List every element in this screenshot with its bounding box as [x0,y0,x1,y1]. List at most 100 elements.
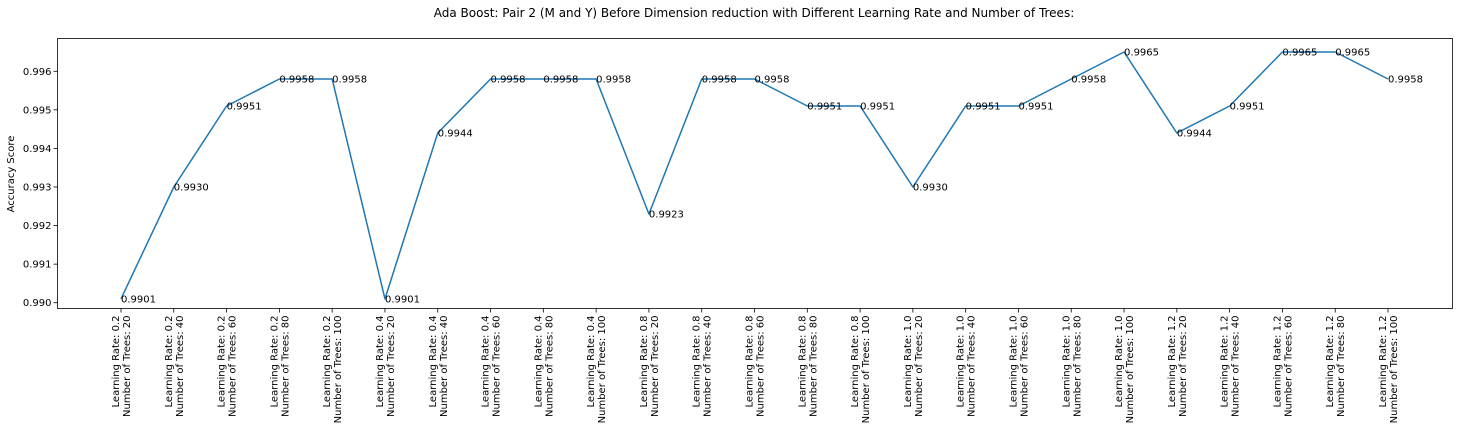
x-tick-label-learning-rate: Learning Rate: 0.2 [269,316,280,408]
x-tick-label: Learning Rate: 0.2 Number of Trees: 80 [269,316,291,417]
chart-title: Ada Boost: Pair 2 (M and Y) Before Dimen… [434,6,1075,20]
x-tick-label-learning-rate: Learning Rate: 1.0 [1008,316,1019,408]
data-label: 0.9951 [1230,102,1265,113]
x-tick-label-number-of-trees: Number of Trees: 60 [492,316,503,417]
x-tick-label-number-of-trees: Number of Trees: 60 [756,316,767,417]
x-tick-label-learning-rate: Learning Rate: 1.2 [1272,316,1283,408]
x-tick-label-number-of-trees: Number of Trees: 80 [808,316,819,417]
x-tick-label: Learning Rate: 0.2 Number of Trees: 40 [164,316,186,417]
data-label: 0.9958 [279,75,314,86]
x-tick-label-number-of-trees: Number of Trees: 80 [280,316,291,417]
x-tick-label-learning-rate: Learning Rate: 0.2 [217,316,228,408]
x-tick-label-number-of-trees: Number of Trees: 100 [333,316,344,424]
x-tick-label-learning-rate: Learning Rate: 1.0 [956,316,967,408]
data-label: 0.9958 [1388,75,1423,86]
x-tick-label-number-of-trees: Number of Trees: 20 [1178,316,1189,417]
y-axis: 0.990 0.991 0.992 0.993 0.994 0.995 0.996 [23,67,58,309]
data-label: 0.9958 [702,75,737,86]
x-axis: Learning Rate: 0.2 Number of Trees: 20 Lea… [111,308,1400,424]
x-tick-label: Learning Rate: 0.4 Number of Trees: 40 [428,316,450,417]
y-tick-label: 0.993 [23,183,52,194]
x-tick-label: Learning Rate: 1.2 Number of Trees: 80 [1325,316,1347,417]
x-tick-label: Learning Rate: 0.4 Number of Trees: 100 [586,316,608,424]
data-label: 0.9951 [1018,102,1053,113]
y-axis-label: Accuracy Score [6,136,17,213]
y-tick-label: 0.994 [23,144,52,155]
x-tick-label-learning-rate: Learning Rate: 0.2 [111,316,122,408]
x-tick-label: Learning Rate: 1.0 Number of Trees: 80 [1061,316,1083,417]
x-tick-label-number-of-trees: Number of Trees: 100 [1389,316,1400,424]
x-tick-label-learning-rate: Learning Rate: 1.0 [1114,316,1125,408]
x-tick-label-number-of-trees: Number of Trees: 100 [861,316,872,424]
x-tick-label-number-of-trees: Number of Trees: 60 [1019,316,1030,417]
x-tick-label: Learning Rate: 0.2 Number of Trees: 60 [217,316,239,417]
x-tick-label: Learning Rate: 1.2 Number of Trees: 40 [1220,316,1242,417]
x-tick-label-learning-rate: Learning Rate: 0.2 [322,316,333,408]
y-tick-label: 0.990 [23,298,52,309]
x-tick-label-learning-rate: Learning Rate: 0.8 [797,316,808,408]
x-tick-label-number-of-trees: Number of Trees: 20 [386,316,397,417]
x-tick-label-number-of-trees: Number of Trees: 80 [544,316,555,417]
x-tick-label-learning-rate: Learning Rate: 0.4 [481,316,492,408]
x-tick-label: Learning Rate: 1.0 Number of Trees: 60 [1008,316,1030,417]
x-tick-label-number-of-trees: Number of Trees: 80 [1336,316,1347,417]
data-labels: 0.9901 0.9930 0.9951 0.9958 0.9958 0.9901 0.99… [121,48,1423,306]
data-label: 0.9930 [913,183,948,194]
x-tick-label: Learning Rate: 0.2 Number of Trees: 100 [322,316,344,424]
data-label: 0.9965 [1335,48,1370,59]
x-tick-label-number-of-trees: Number of Trees: 40 [175,316,186,417]
data-label: 0.9951 [807,102,842,113]
x-tick-label: Learning Rate: 1.2 Number of Trees: 100 [1378,316,1400,424]
x-tick-label-learning-rate: Learning Rate: 1.0 [903,316,914,408]
data-label: 0.9951 [227,102,262,113]
x-tick-label: Learning Rate: 1.0 Number of Trees: 40 [956,316,978,417]
data-label: 0.9958 [332,75,367,86]
x-tick-label-learning-rate: Learning Rate: 0.8 [639,316,650,408]
x-tick-label: Learning Rate: 0.8 Number of Trees: 100 [850,316,872,424]
y-tick-label: 0.996 [23,67,52,78]
x-tick-label-learning-rate: Learning Rate: 1.2 [1220,316,1231,408]
x-tick-label-learning-rate: Learning Rate: 1.2 [1325,316,1336,408]
x-tick-label: Learning Rate: 0.8 Number of Trees: 40 [692,316,714,417]
data-label: 0.9958 [543,75,578,86]
data-label: 0.9958 [596,75,631,86]
x-tick-label-number-of-trees: Number of Trees: 40 [703,316,714,417]
x-tick-label: Learning Rate: 0.8 Number of Trees: 20 [639,316,661,417]
data-label: 0.9965 [1282,48,1317,59]
x-tick-label: Learning Rate: 0.4 Number of Trees: 60 [481,316,503,417]
x-tick-label-learning-rate: Learning Rate: 0.8 [692,316,703,408]
x-tick-label-number-of-trees: Number of Trees: 60 [228,316,239,417]
x-tick-label-learning-rate: Learning Rate: 1.2 [1167,316,1178,408]
data-label: 0.9901 [121,294,156,305]
data-label: 0.9951 [966,102,1001,113]
x-tick-label-number-of-trees: Number of Trees: 60 [1283,316,1294,417]
y-tick-label: 0.991 [23,260,52,271]
x-tick-label-number-of-trees: Number of Trees: 80 [1072,316,1083,417]
data-label: 0.9944 [438,129,473,140]
x-tick-label-learning-rate: Learning Rate: 1.0 [1061,316,1072,408]
x-tick-label: Learning Rate: 1.2 Number of Trees: 20 [1167,316,1189,417]
x-tick-label: Learning Rate: 0.4 Number of Trees: 80 [533,316,555,417]
x-tick-label-number-of-trees: Number of Trees: 40 [967,316,978,417]
x-tick-label-number-of-trees: Number of Trees: 20 [650,316,661,417]
data-label: 0.9958 [1071,75,1106,86]
x-tick-label-learning-rate: Learning Rate: 0.4 [586,316,597,408]
x-tick-label-learning-rate: Learning Rate: 0.8 [745,316,756,408]
data-label: 0.9958 [491,75,526,86]
x-tick-label-number-of-trees: Number of Trees: 40 [1231,316,1242,417]
x-tick-label-learning-rate: Learning Rate: 1.2 [1378,316,1389,408]
accuracy-series-line [120,51,1389,300]
x-tick-label: Learning Rate: 0.2 Number of Trees: 20 [111,316,133,417]
y-tick-label: 0.995 [23,105,52,116]
x-tick-label-number-of-trees: Number of Trees: 20 [122,316,133,417]
x-tick-label-learning-rate: Learning Rate: 0.4 [375,316,386,408]
x-tick-label-number-of-trees: Number of Trees: 100 [597,316,608,424]
x-tick-label: Learning Rate: 0.8 Number of Trees: 60 [745,316,767,417]
y-tick-label: 0.992 [23,221,52,232]
x-tick-label-number-of-trees: Number of Trees: 100 [1125,316,1136,424]
x-tick-label: Learning Rate: 1.0 Number of Trees: 100 [1114,316,1136,424]
data-label: 0.9958 [755,75,790,86]
x-tick-label: Learning Rate: 1.2 Number of Trees: 60 [1272,316,1294,417]
plot-area-frame [57,38,1453,309]
